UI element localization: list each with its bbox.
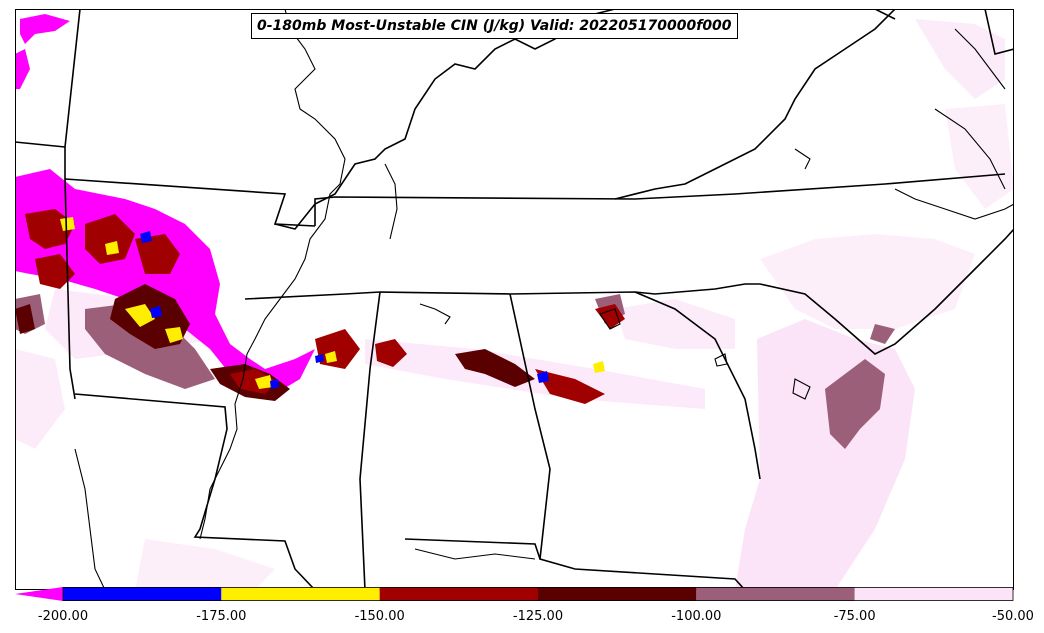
colorbar-bin — [221, 587, 380, 601]
cin-blue-shading — [140, 231, 549, 389]
colorbar-bin — [538, 587, 697, 601]
colorbar-bin — [379, 587, 538, 601]
colorbar-bin — [696, 587, 855, 601]
colorbar-frame — [62, 587, 1014, 601]
colorbar-tick-label: -200.00 — [37, 609, 89, 624]
colorbar — [15, 587, 1014, 601]
colorbar-bin — [854, 587, 1013, 601]
map-title: 0-180mb Most-Unstable CIN (J/kg) Valid: … — [251, 13, 738, 39]
cin-red-shading — [25, 209, 625, 404]
colorbar-under-triangle — [15, 587, 63, 601]
cin-map — [15, 9, 1014, 590]
colorbar-tick-label: -100.00 — [671, 609, 722, 624]
cin-yellow-shading — [60, 217, 605, 389]
colorbar-tick-label: -75.00 — [833, 609, 876, 624]
coastlines-rivers — [74, 9, 1014, 590]
colorbar-tick-label: -125.00 — [512, 609, 564, 624]
colorbar-tick-label: -150.00 — [354, 609, 405, 624]
colorbar-tick-label: -175.00 — [196, 609, 247, 624]
colorbar-tick-label: -50.00 — [992, 609, 1034, 624]
colorbar-bin — [63, 587, 222, 601]
state-borders — [15, 9, 1014, 590]
